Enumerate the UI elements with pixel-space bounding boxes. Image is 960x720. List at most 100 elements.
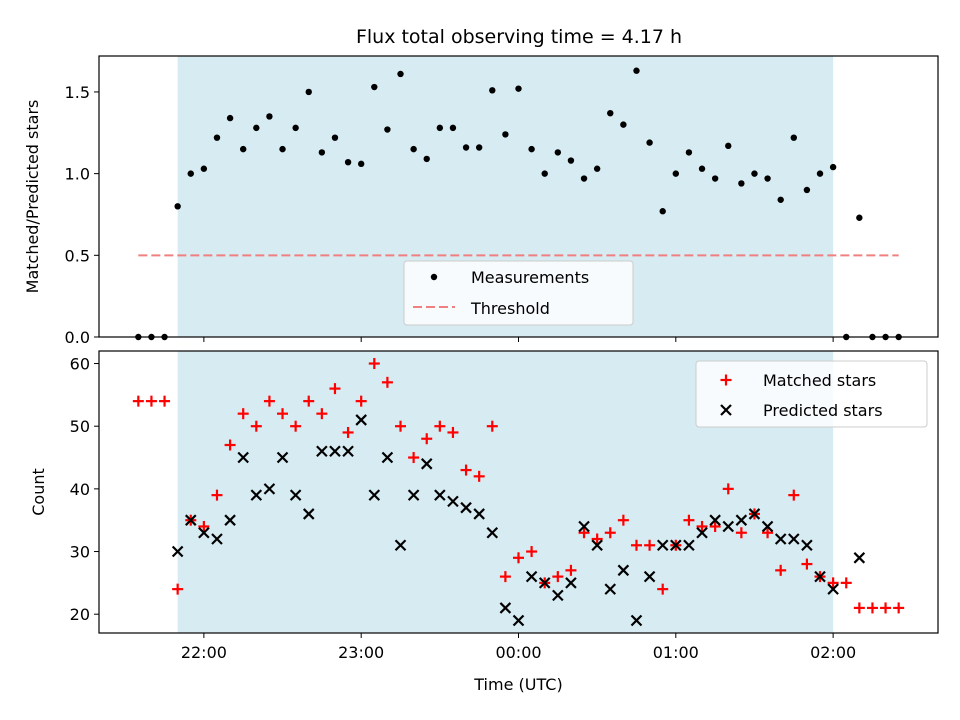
matched-star-point: [395, 420, 407, 432]
predicted-star-point: [591, 539, 603, 552]
predicted-star-point: [801, 539, 813, 552]
predicted-star-point: [434, 489, 446, 501]
measurement-point: [462, 144, 470, 151]
predicted-star-point: [656, 539, 669, 552]
predicted-star-point: [709, 514, 721, 526]
measurement-point: [331, 134, 339, 141]
matched-star-point: [696, 520, 708, 532]
measurement-point: [410, 145, 417, 153]
predicted-star-point: [460, 501, 472, 514]
matched-star-point: [355, 395, 367, 407]
measurement-point: [646, 139, 653, 146]
matched-star-point: [460, 464, 472, 476]
measurement-point: [253, 124, 260, 132]
measurement-point: [515, 85, 522, 92]
legend-matched-label: Matched stars: [763, 371, 876, 390]
predicted-star-point: [565, 577, 577, 589]
predicted-star-point: [578, 520, 590, 533]
predicted-star-point: [381, 451, 394, 464]
measurement-point: [711, 175, 719, 182]
measurement-point: [292, 124, 299, 132]
matched-star-point: [198, 520, 210, 532]
matched-star-point: [329, 383, 341, 395]
measurement-point: [213, 134, 221, 141]
matched-star-point: [683, 514, 695, 526]
matched-star-point: [644, 539, 656, 551]
measurement-point: [790, 134, 797, 141]
matched-star-point: [277, 408, 289, 420]
matched-star-point: [853, 602, 865, 614]
matched-star-point: [788, 489, 800, 501]
predicted-star-point: [788, 533, 800, 545]
matched-star-point: [866, 602, 878, 614]
legend-predicted-marker: [720, 404, 732, 416]
chart-title: Flux total observing time = 4.17 h: [356, 26, 682, 48]
predicted-star-point: [211, 533, 223, 545]
matched-star-point: [290, 420, 302, 432]
measurement-point: [607, 109, 614, 117]
top-y-tick-label-1.0: 1.0: [65, 165, 90, 184]
matched-star-point: [434, 420, 446, 432]
x-tick-label-22:00: 22:00: [181, 643, 227, 662]
predicted-star-point: [447, 495, 459, 508]
legend-matched-marker: [720, 374, 732, 386]
measurement-point: [226, 114, 234, 122]
predicted-star-point: [774, 533, 787, 545]
measurement-point: [318, 149, 326, 156]
matched-star-point: [722, 483, 734, 495]
matched-star-point: [801, 558, 813, 570]
measurement-point: [777, 196, 784, 203]
top-axes-frame: [98, 55, 939, 338]
bottom-y-ticks: 20 30 40 50 60: [70, 355, 99, 624]
predicted-star-point: [538, 577, 551, 589]
legend-measurements-marker: [430, 273, 438, 281]
predicted-star-point: [407, 489, 420, 501]
matched-star-point: [486, 420, 498, 432]
matched-star-point: [552, 571, 564, 583]
top-y-tick-label-1.5: 1.5: [65, 83, 90, 102]
measurement-point: [174, 203, 181, 210]
bottom-y-tick-label-30: 30: [70, 543, 90, 562]
bottom-y-axis-label: Count: [29, 468, 48, 516]
legend-predicted-label: Predicted stars: [763, 401, 883, 420]
measurement-point: [371, 83, 378, 91]
matched-star-point: [250, 420, 262, 432]
top-panel: 0.0 0.5 1.0 1.5 Matched/Predicted stars Mea…: [23, 55, 939, 347]
matched-star-point: [368, 358, 380, 370]
bottom-legend: Matched stars Predicted stars: [695, 360, 928, 428]
x-tick-label-01:00: 01:00: [653, 643, 699, 662]
measurement-point: [580, 175, 588, 182]
predicted-star-point: [473, 508, 485, 520]
bottom-y-tick-label-40: 40: [70, 480, 90, 499]
predicted-star-point: [420, 458, 433, 470]
measurement-point: [856, 214, 863, 221]
predicted-star-point: [289, 489, 302, 501]
predicted-star-point: [525, 570, 538, 583]
measurement-point: [279, 145, 286, 153]
measurement-point: [672, 170, 680, 177]
matched-star-point: [473, 470, 485, 482]
measurement-point: [240, 145, 247, 153]
predicted-star-point: [512, 614, 525, 627]
predicted-star-point: [748, 508, 761, 520]
measurement-point: [449, 124, 457, 132]
x-tick-label-23:00: 23:00: [338, 643, 384, 662]
predicted-star-point: [316, 445, 328, 458]
matched-star-point: [342, 426, 354, 438]
measurement-point: [344, 158, 352, 166]
bottom-legend-box: [695, 360, 928, 428]
measurement-point: [698, 165, 706, 172]
predicted-star-point: [237, 451, 249, 464]
predicted-star-point: [263, 483, 276, 495]
bottom-y-tick-label-20: 20: [70, 605, 90, 624]
predicted-star-point: [853, 552, 866, 564]
bottom-y-tick-label-50: 50: [70, 417, 90, 436]
matched-star-point: [526, 546, 538, 558]
bottom-y-tick-label-60: 60: [70, 355, 90, 374]
matched-star-point: [303, 395, 315, 407]
predicted-star-point: [827, 583, 839, 595]
predicted-star-point: [394, 539, 407, 552]
measurement-point: [829, 163, 837, 171]
measurement-point: [502, 131, 509, 138]
measurement-point: [266, 113, 273, 120]
